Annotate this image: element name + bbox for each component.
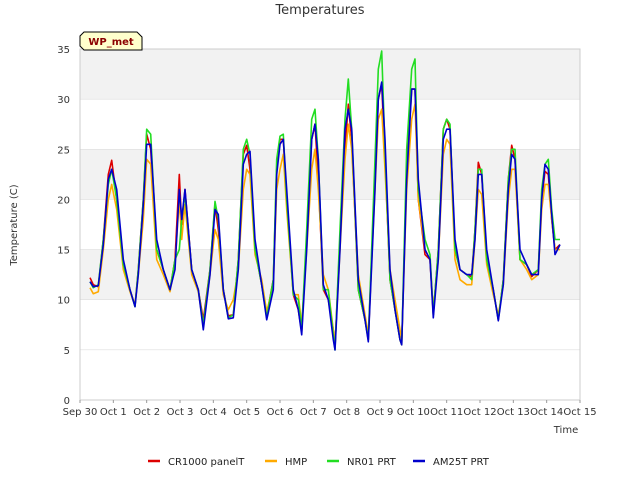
background-band [80,149,580,200]
series-line-cr1000-panelt [89,83,561,348]
x-tick-label: Oct 13 [497,407,530,418]
x-tick-label: Oct 14 [530,407,563,418]
site-badge-shape [79,31,143,51]
y-tick-label: 35 [57,45,70,56]
plot-frame [79,48,581,401]
y-tick-label: 25 [57,145,70,156]
legend-label: HMP [285,457,307,468]
site-badge: WP_met [79,31,143,51]
series-line-am25t-prt [89,81,561,351]
legend-label: CR1000 panelT [168,457,245,468]
y-tick-label: 0 [64,396,70,407]
x-tick-label: Oct 7 [300,407,327,418]
y-tick-label: 20 [57,195,70,206]
x-tick-label: Oct 1 [100,407,127,418]
x-tick-label: Oct 11 [430,407,463,418]
legend: CR1000 panelT HMP NR01 PRT AM25T PRT [148,457,490,468]
x-tick-label: Oct 10 [397,407,430,418]
chart-title: Temperatures [274,3,364,18]
series-layer [89,50,561,351]
x-tick-label: Oct 4 [200,407,227,418]
background-band [80,49,580,100]
legend-label: NR01 PRT [347,457,397,468]
y-axis-label: Temperature (C) [9,184,20,266]
x-tick-label: Oct 3 [167,407,194,418]
x-tick-label: Oct 8 [333,407,360,418]
y-tick-label: 15 [57,246,70,257]
x-tick-label: Oct 2 [133,407,160,418]
y-axis-ticks: 0 5 10 15 20 25 30 35 [57,45,70,407]
y-tick-label: 30 [57,95,70,106]
y-tick-label: 5 [64,346,70,357]
x-axis-label: Time [553,425,578,436]
site-badge-text: WP_met [88,37,134,48]
x-tick-label: Oct 6 [267,407,294,418]
legend-label: AM25T PRT [433,457,490,468]
x-tick-label: Oct 5 [233,407,260,418]
x-tick-label: Oct 9 [367,407,394,418]
x-axis-ticks: Sep 30 Oct 1 Oct 2 Oct 3 Oct 4 Oct 5 Oct 6 Oct … [63,400,597,418]
x-tick-label: Oct 12 [463,407,496,418]
y-tick-label: 10 [57,296,70,307]
series-line-hmp [89,103,560,346]
x-tick-label: Sep 30 [63,407,98,418]
background-bands [80,49,580,300]
x-tick-label: Oct 15 [563,407,596,418]
